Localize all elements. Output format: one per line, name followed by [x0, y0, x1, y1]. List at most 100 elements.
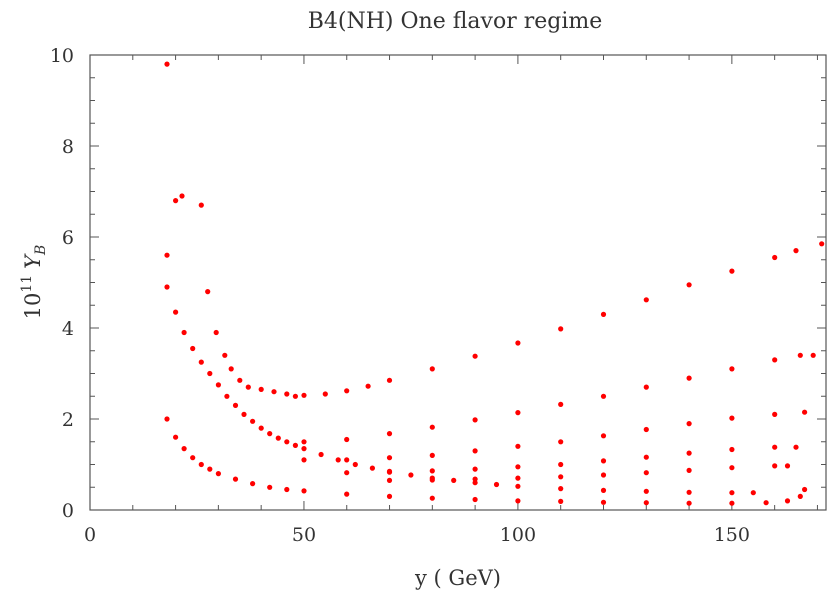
y-tick-label: 0 [62, 500, 74, 522]
y-tick-label: 8 [62, 136, 74, 158]
data-point [292, 393, 298, 399]
data-point [429, 452, 435, 458]
data-point [369, 465, 375, 471]
data-point [515, 483, 521, 489]
data-point [686, 450, 692, 456]
data-point [643, 426, 649, 433]
data-point [515, 498, 521, 504]
data-point [643, 297, 649, 303]
data-point [643, 500, 649, 506]
data-point [729, 268, 735, 274]
data-point [207, 370, 213, 377]
data-point [352, 461, 358, 468]
data-point [558, 401, 564, 407]
data-point [267, 484, 273, 490]
data-point [643, 488, 649, 494]
data-point [181, 329, 187, 336]
y-axis-label-subscript: B [33, 245, 49, 256]
data-point [275, 435, 281, 441]
data-point [686, 489, 692, 495]
data-point [241, 411, 247, 417]
data-point [558, 326, 564, 332]
y-tick-label: 10 [50, 45, 74, 67]
data-point [198, 202, 204, 208]
data-point [686, 500, 692, 506]
y-tick-label: 6 [62, 227, 74, 249]
data-point [558, 439, 564, 445]
data-point [600, 487, 607, 493]
data-point [515, 340, 521, 346]
data-point [173, 198, 179, 204]
data-point [386, 477, 393, 483]
data-point [772, 463, 778, 469]
y-axis-label-prefix: 10 [21, 293, 45, 320]
data-point [429, 424, 435, 430]
data-point [429, 366, 435, 372]
data-point [205, 289, 211, 295]
data-point [493, 481, 500, 488]
data-point [686, 467, 692, 473]
data-point [686, 375, 692, 381]
chart-title: B4(NH) One flavor regime [308, 9, 603, 34]
data-point [250, 481, 256, 487]
data-point [164, 252, 170, 258]
data-point [164, 284, 170, 290]
data-point [797, 493, 803, 499]
data-point [179, 193, 185, 199]
data-point [386, 377, 393, 383]
data-point [472, 417, 478, 423]
data-point [386, 431, 393, 437]
data-point [301, 392, 307, 398]
x-tick-label: 100 [500, 524, 536, 546]
data-point [429, 468, 435, 474]
data-point [797, 352, 803, 358]
data-point [198, 359, 204, 365]
data-point [729, 366, 735, 372]
data-point [250, 418, 256, 424]
data-point [600, 311, 607, 317]
data-point [472, 480, 478, 486]
data-point [819, 241, 825, 247]
data-point [284, 486, 290, 493]
data-point [173, 309, 179, 315]
data-point [344, 388, 350, 394]
data-point [729, 415, 735, 421]
data-point [232, 402, 239, 408]
data-point [763, 500, 769, 506]
data-point [190, 455, 196, 461]
data-point [802, 486, 808, 493]
data-point [472, 496, 478, 503]
data-point [558, 486, 564, 492]
data-point [232, 476, 239, 482]
data-points [164, 61, 825, 506]
data-point [344, 470, 350, 476]
data-point [344, 436, 350, 443]
y-axis-label-symbol: Y [21, 253, 45, 269]
data-point [600, 393, 607, 399]
data-point [772, 411, 778, 417]
data-point [729, 500, 735, 506]
data-point [515, 410, 521, 416]
data-point [472, 353, 478, 359]
data-point [386, 493, 393, 499]
data-point [365, 383, 371, 389]
data-point [228, 366, 234, 372]
data-point [213, 329, 219, 336]
data-point [600, 472, 607, 478]
y-axis-label-superscript: 11 [19, 275, 35, 293]
data-point [558, 474, 564, 480]
data-point [784, 498, 791, 504]
data-point [686, 421, 692, 427]
data-point [515, 475, 521, 481]
data-point [224, 393, 230, 399]
data-point [284, 391, 290, 397]
data-point [181, 446, 187, 452]
data-point [245, 384, 251, 390]
data-point [284, 439, 290, 445]
data-point [784, 463, 791, 469]
data-point [729, 490, 735, 496]
plot-frame [89, 54, 827, 511]
data-point [600, 499, 607, 505]
data-point [472, 448, 478, 454]
